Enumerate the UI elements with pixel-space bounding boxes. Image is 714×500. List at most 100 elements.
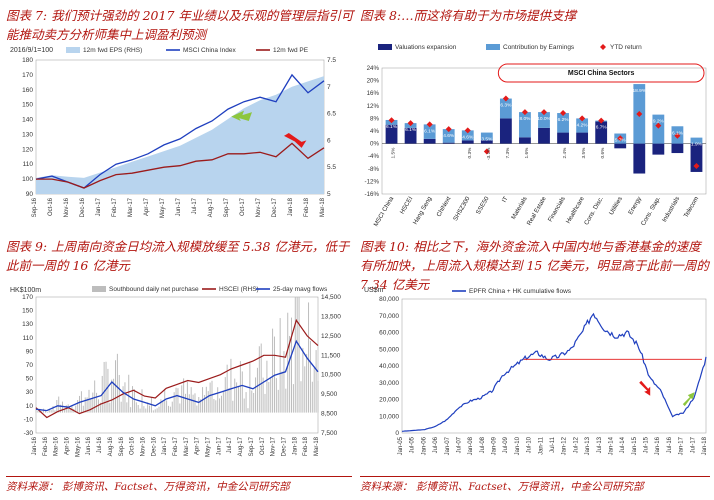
fig9-ytick-left: -10 — [24, 416, 34, 423]
fig8-category-label: SSE50 — [475, 195, 491, 216]
fig10-ytick: 20,000 — [379, 397, 399, 404]
fig8-plot-frame — [381, 67, 707, 195]
fig10-green-arrow — [682, 392, 695, 407]
fig7-legend-eps-label: 12m fwd EPS (RHS) — [83, 47, 142, 54]
fig8-category-label: Real Estate — [526, 195, 548, 227]
fig10-xtick: Jan-12 — [562, 436, 568, 455]
fig8-category-label: Financials — [547, 196, 567, 224]
fig9-caption: 图表 9: 上周南向资金日均流入规模放缓至 5.38 亿港元，低于此前一周的 1… — [6, 239, 350, 273]
fig8-ytd-marker — [541, 109, 547, 116]
fig8-value-label: 6.1% — [672, 130, 684, 136]
fig8-valuation-bar — [557, 132, 569, 144]
fig7-xtick: Apr-17 — [144, 197, 150, 216]
fig7-legend-pe-label: 12m fwd PE — [273, 47, 309, 54]
fig10-flow-line — [401, 312, 707, 432]
fig8-ytick: 16% — [367, 90, 380, 97]
fig10-xtick: Jul-13 — [597, 436, 603, 453]
fig8-valuation-bar — [385, 124, 398, 144]
fig9-ytick-right: 12,500 — [321, 333, 341, 340]
fig10-xtick: Jul-05 — [410, 436, 416, 453]
fig8-category-label: Healthcare — [565, 195, 586, 225]
fig8-ytd-marker — [483, 148, 490, 155]
fig9-ytick-left: -30 — [24, 430, 34, 437]
fig9-xtick: Jun-17 — [216, 436, 222, 455]
fig8-value-label: 4.6% — [462, 134, 474, 140]
fig9-xtick: Sep-16 — [119, 436, 125, 456]
fig8-earnings-bar — [652, 114, 665, 144]
fig8-valuation-bar — [499, 118, 512, 144]
fig8-valuation-bar — [480, 140, 493, 144]
fig7-ytick-right: 6 — [327, 137, 331, 144]
fig9-xtick: Feb-16 — [43, 436, 49, 456]
fig8-ytd-marker — [617, 135, 624, 142]
fig10-xtick: Jan-14 — [608, 436, 614, 455]
fig7-xtick: Dec-16 — [80, 197, 86, 217]
fig10-xtick: Jan-07 — [445, 436, 451, 455]
fig7-ytick-right: 6.5 — [327, 111, 336, 118]
fig9-xtick: Aug-17 — [238, 436, 244, 456]
fig10-xtick: Jul-15 — [644, 436, 650, 453]
fig8-earnings-bar — [499, 98, 512, 119]
fig8-value-label: 8.0% — [519, 116, 531, 122]
fig9-xtick: Oct-16 — [130, 436, 136, 455]
source-right: 资料来源： 彭博资讯、Factset、万得资讯，中金公司研究部 — [360, 481, 644, 493]
fig7-xtick: Feb-18 — [304, 197, 310, 217]
fig8-sector-title: MSCI China Sectors — [568, 70, 635, 77]
fig8-ytick: 4% — [370, 128, 379, 135]
fig8-legend-earnings-swatch — [486, 44, 500, 50]
fig8-valuation-bar — [633, 143, 646, 174]
fig9-chart: HK$100m Southbound daily net purchase HSC… — [10, 286, 341, 457]
fig9-xtick: Aug-16 — [108, 436, 114, 456]
fig8-ytd-marker — [693, 162, 700, 169]
source-divider-right — [360, 476, 710, 477]
fig9-xtick: Jan-17 — [162, 436, 168, 455]
fig8-category-label: Cons. Disc. — [583, 195, 605, 226]
fig7-xtick: Mar-17 — [128, 197, 134, 217]
fig7-ytick-left: 170 — [22, 72, 33, 79]
fig7-xtick: Nov-17 — [256, 197, 262, 217]
fig9-ytick-right: 11,500 — [321, 352, 341, 359]
fig8-ytd-marker — [426, 121, 433, 128]
fig7-xtick: Oct-16 — [48, 197, 54, 216]
fig9-ytick-left: 10 — [26, 403, 34, 410]
fig8-category-label: Industrials — [661, 196, 681, 224]
fig10-caption: 图表 10: 相比之下，海外资金流入中国内地与香港基金的速度有所加快，上周流入规… — [360, 239, 709, 292]
fig8-ytick: -8% — [368, 166, 380, 173]
fig8-ytd-marker — [579, 115, 586, 122]
fig7-ytick-left: 90 — [26, 191, 34, 198]
fig8-earnings-bar — [461, 130, 474, 141]
fig8-value-label: 18.9% — [632, 88, 646, 94]
fig8-valuation-bar — [595, 121, 608, 144]
fig7-eps-area — [36, 76, 324, 194]
fig8-ytd-marker — [674, 132, 681, 139]
fig9-xtick: Oct-17 — [260, 436, 266, 455]
fig10-ytick: 30,000 — [379, 380, 399, 387]
fig10-ytick: 70,000 — [379, 313, 399, 320]
fig7-xtick: Dec-17 — [272, 197, 278, 217]
fig10-xtick: Jan-18 — [702, 436, 708, 455]
fig7-ytick-right: 7 — [327, 84, 331, 91]
fig7-caption: 图表 7: 我们预计强劲的 2017 年业绩以及乐观的管理层指引可能推动卖方分析… — [6, 8, 354, 42]
fig8-category-label: ChiNext — [435, 195, 452, 218]
fig9-xtick: Nov-17 — [271, 436, 277, 456]
fig7-legend-eps-swatch — [66, 47, 80, 53]
fig10-xtick: Jan-08 — [468, 436, 474, 455]
fig7-legend-msci-label: MSCI China Index — [183, 47, 236, 54]
fig9-xtick: May-16 — [75, 436, 81, 457]
fig7-xtick: Feb-17 — [112, 197, 118, 217]
fig7-xtick: Sep-17 — [224, 197, 230, 217]
fig7-index-note: 2016/9/1=100 — [10, 47, 53, 54]
fig8-valuation-bar — [442, 142, 455, 144]
fig10-ytick: 80,000 — [379, 296, 399, 303]
fig7-xtick: Nov-16 — [64, 197, 70, 217]
fig9-plot-frame — [35, 296, 319, 434]
fig8-ytick: -16% — [365, 191, 380, 198]
fig8-valuation-bar — [519, 137, 531, 144]
fig8-ytd-marker — [636, 110, 643, 117]
fig8-legend-ytd-swatch — [600, 44, 606, 50]
fig10-ytick: 60,000 — [379, 330, 399, 337]
fig9-ytick-left: 50 — [26, 376, 34, 383]
fig9-left-axis-label: HK$100m — [10, 287, 41, 294]
fig9-xtick: Jul-17 — [227, 436, 233, 453]
fig9-hscei-line — [35, 318, 319, 419]
